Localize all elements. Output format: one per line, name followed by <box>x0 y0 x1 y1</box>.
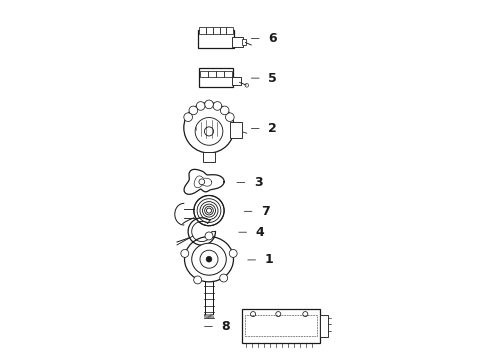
Circle shape <box>200 250 218 268</box>
FancyBboxPatch shape <box>230 122 242 138</box>
Text: 1: 1 <box>265 253 273 266</box>
FancyBboxPatch shape <box>199 68 233 87</box>
FancyBboxPatch shape <box>200 71 208 77</box>
Bar <box>242 309 319 343</box>
Circle shape <box>220 274 228 282</box>
FancyBboxPatch shape <box>242 39 246 45</box>
Text: 3: 3 <box>254 176 263 189</box>
Circle shape <box>206 256 212 262</box>
Circle shape <box>204 127 214 136</box>
Circle shape <box>199 179 205 185</box>
Circle shape <box>195 117 223 145</box>
FancyBboxPatch shape <box>232 37 243 47</box>
Circle shape <box>229 249 237 257</box>
Ellipse shape <box>192 243 226 275</box>
Circle shape <box>303 311 308 317</box>
FancyBboxPatch shape <box>208 71 216 77</box>
Circle shape <box>250 311 256 317</box>
FancyBboxPatch shape <box>232 77 241 85</box>
Circle shape <box>205 100 213 109</box>
Circle shape <box>213 102 221 110</box>
Circle shape <box>225 113 234 121</box>
Circle shape <box>205 232 213 240</box>
Circle shape <box>276 311 281 317</box>
Circle shape <box>196 102 205 110</box>
FancyBboxPatch shape <box>226 27 233 34</box>
Text: 4: 4 <box>256 226 265 239</box>
FancyBboxPatch shape <box>206 27 213 34</box>
FancyBboxPatch shape <box>213 27 220 34</box>
Bar <box>319 315 328 337</box>
Circle shape <box>181 249 189 257</box>
Circle shape <box>184 113 193 121</box>
Text: 6: 6 <box>269 32 277 45</box>
Text: 5: 5 <box>269 72 277 85</box>
Text: 7: 7 <box>261 205 270 218</box>
Bar <box>245 315 317 336</box>
Circle shape <box>194 195 224 226</box>
Circle shape <box>184 103 234 153</box>
Circle shape <box>245 84 248 87</box>
FancyBboxPatch shape <box>220 27 226 34</box>
Circle shape <box>194 276 201 284</box>
FancyBboxPatch shape <box>198 30 234 48</box>
Ellipse shape <box>185 237 233 282</box>
Polygon shape <box>184 169 224 194</box>
Text: 8: 8 <box>221 320 230 333</box>
FancyBboxPatch shape <box>216 71 224 77</box>
Circle shape <box>189 106 197 115</box>
FancyBboxPatch shape <box>203 152 215 162</box>
FancyBboxPatch shape <box>224 71 232 77</box>
Circle shape <box>220 106 229 115</box>
FancyBboxPatch shape <box>199 27 206 34</box>
Text: 2: 2 <box>269 122 277 135</box>
